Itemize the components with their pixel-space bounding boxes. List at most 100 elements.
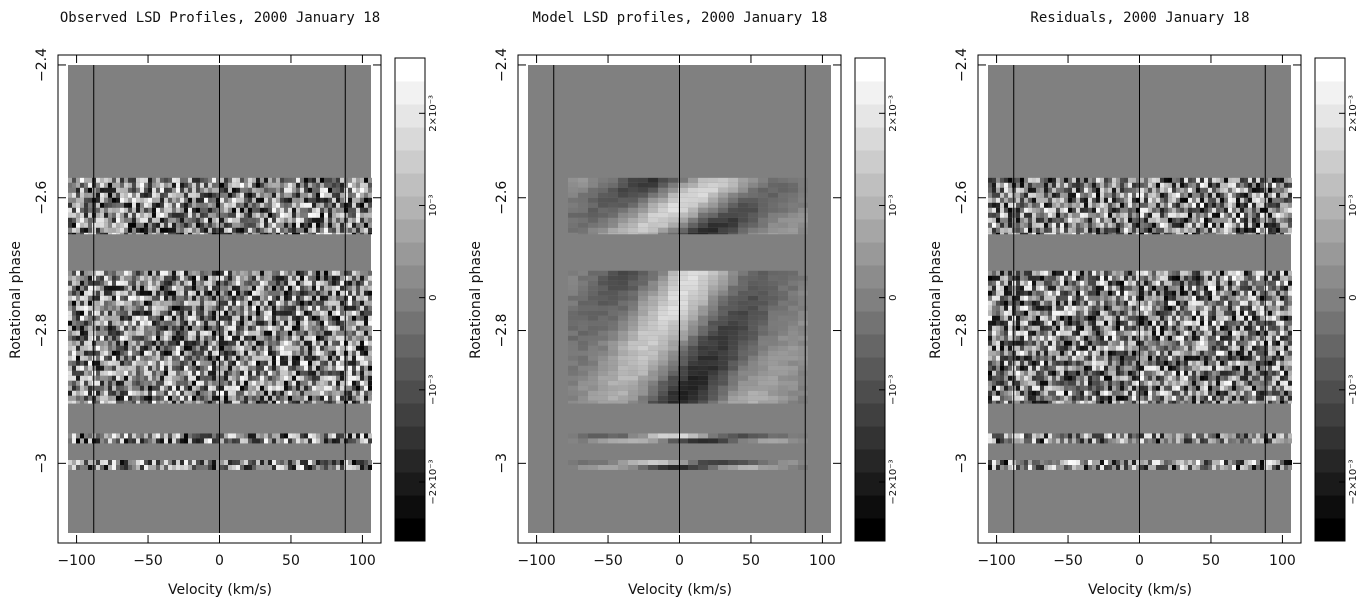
texture [1036,197,1040,203]
texture [220,227,224,233]
texture [252,187,256,193]
texture [196,385,200,391]
texture [244,465,248,470]
texture [364,212,368,218]
panel-title: Model LSD profiles, 2000 January 18 [532,10,827,26]
texture [252,177,256,183]
texture [340,400,344,404]
texture [112,305,116,311]
texture [668,202,678,208]
texture [180,270,184,276]
texture [348,315,352,321]
texture [698,222,708,228]
texture [568,187,578,193]
texture [348,400,352,404]
texture [72,285,76,291]
texture [728,310,738,316]
texture [304,385,308,391]
texture [1084,197,1088,203]
x-tick-label: 100 [349,553,376,569]
texture [168,465,172,470]
texture [1144,197,1148,203]
texture [638,395,648,401]
texture [588,212,598,218]
texture [140,355,144,361]
texture [224,270,228,276]
texture [68,390,72,396]
texture [578,465,588,470]
texture [698,300,708,306]
texture [256,335,260,341]
texture [1264,192,1268,198]
texture [244,315,248,321]
texture [252,380,256,386]
texture [658,390,668,396]
texture [364,295,368,301]
texture [778,207,788,213]
texture [100,232,104,235]
texture [144,305,148,311]
texture [180,275,184,281]
texture [212,227,216,233]
texture [192,207,196,213]
texture [164,320,168,326]
texture [280,192,284,198]
texture [108,295,112,301]
texture [578,270,588,276]
texture [648,350,658,356]
texture [180,340,184,346]
texture [320,182,324,188]
texture [68,305,72,311]
texture [236,217,240,223]
texture [340,232,344,235]
texture [758,177,768,183]
texture [758,202,768,208]
texture [156,395,160,401]
texture [236,222,240,228]
texture [618,380,628,386]
texture [328,310,332,316]
texture [688,350,698,356]
y-axis-label: Rotational phase [8,241,24,359]
texture [1152,187,1156,193]
texture [240,207,244,213]
texture [256,320,260,326]
texture [280,207,284,213]
texture [698,182,708,188]
texture [184,395,188,401]
texture [658,465,668,470]
texture [658,345,668,351]
texture [164,295,168,301]
texture [352,202,356,208]
texture [678,350,688,356]
texture [80,177,84,183]
texture [260,370,264,376]
texture [260,202,264,208]
texture [260,182,264,188]
texture [84,202,88,208]
texture [348,385,352,391]
texture [128,290,132,296]
texture [232,345,236,351]
texture [76,385,80,391]
texture [352,350,356,356]
texture [208,285,212,291]
texture [192,197,196,203]
texture [192,335,196,341]
texture [638,270,648,276]
texture [324,275,328,281]
texture [688,395,698,401]
texture [628,390,638,396]
texture [578,460,588,466]
texture [104,460,108,466]
texture [80,315,84,321]
texture [1064,202,1068,208]
texture [1272,177,1276,183]
texture [228,187,232,193]
texture [288,182,292,188]
texture [738,192,748,198]
texture [260,340,264,346]
texture [208,232,212,235]
texture [344,465,348,470]
texture [288,460,292,466]
